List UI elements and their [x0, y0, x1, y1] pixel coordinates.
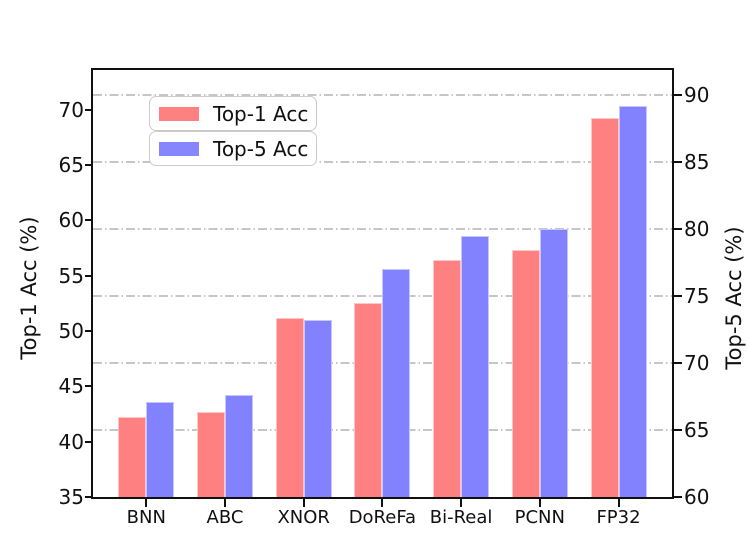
ytick-mark-left-45	[85, 385, 93, 388]
bar-top-5-acc-xnor	[303, 320, 332, 497]
ytick-right-65: 65	[684, 418, 710, 443]
ytick-mark-right-70	[674, 362, 682, 365]
ytick-left-45: 45	[58, 374, 84, 399]
ytick-mark-right-80	[674, 228, 682, 231]
xtick-label-dorefa: DoReFa	[348, 507, 417, 528]
gridline-right-85	[93, 161, 672, 164]
legend-patch-top1	[159, 106, 199, 121]
ytick-right-90: 90	[684, 83, 710, 108]
ytick-left-60: 60	[58, 208, 84, 233]
ytick-mark-left-40	[85, 440, 93, 443]
legend-patch-top5	[159, 141, 199, 156]
ytick-mark-right-75	[674, 295, 682, 298]
xtick-label-bnn: BNN	[126, 507, 166, 528]
xtick-label-bi-real: Bi-Real	[429, 507, 493, 528]
ytick-mark-left-50	[85, 330, 93, 333]
ytick-mark-right-65	[674, 429, 682, 432]
ytick-mark-left-55	[85, 274, 93, 277]
ytick-left-50: 50	[58, 319, 84, 344]
gridline-right-90	[93, 94, 672, 97]
xtick-mark-xnor	[302, 499, 305, 507]
ytick-mark-right-85	[674, 161, 682, 164]
ytick-mark-left-65	[85, 164, 93, 167]
bar-top-1-acc-xnor	[275, 317, 304, 497]
gridline-right-80	[93, 228, 672, 231]
ytick-left-40: 40	[58, 429, 84, 454]
legend-label-top5: Top-5 Acc	[213, 136, 309, 161]
ytick-left-55: 55	[58, 263, 84, 288]
ytick-mark-left-60	[85, 219, 93, 222]
ytick-mark-left-70	[85, 108, 93, 111]
bar-top-1-acc-pcnn	[511, 250, 540, 497]
bar-top-1-acc-bnn	[118, 417, 147, 497]
bar-top-1-acc-dorefa	[354, 303, 383, 497]
ytick-right-60: 60	[684, 485, 710, 509]
ytick-right-85: 85	[684, 150, 710, 175]
xtick-mark-bi-real	[460, 499, 463, 507]
bar-top-1-acc-abc	[197, 411, 225, 497]
bar-top-5-acc-abc	[225, 395, 253, 497]
bar-top-5-acc-dorefa	[382, 269, 411, 497]
bar-top-5-acc-fp32	[618, 106, 647, 497]
xtick-mark-fp32	[617, 499, 620, 507]
bar-top-1-acc-fp32	[590, 117, 619, 497]
ytick-left-70: 70	[58, 97, 84, 122]
ytick-right-75: 75	[684, 284, 710, 309]
ytick-mark-left-35	[85, 496, 93, 498]
xtick-label-pcnn: PCNN	[514, 507, 565, 528]
xtick-mark-abc	[224, 499, 226, 507]
bar-top-5-acc-bi-real	[461, 235, 490, 497]
bar-top-1-acc-bi-real	[433, 260, 462, 497]
plot-area	[91, 68, 674, 499]
legend-top1: Top-1 Acc	[149, 96, 317, 131]
xtick-mark-bnn	[145, 499, 148, 507]
xtick-mark-pcnn	[538, 499, 541, 507]
xtick-mark-dorefa	[381, 499, 384, 507]
ytick-left-65: 65	[58, 153, 84, 178]
bar-top-5-acc-pcnn	[539, 229, 568, 497]
xtick-label-abc: ABC	[206, 507, 244, 528]
ytick-right-80: 80	[684, 217, 710, 242]
legend-top5: Top-5 Acc	[149, 131, 317, 166]
ytick-mark-right-60	[674, 496, 682, 498]
xtick-label-fp32: FP32	[596, 507, 641, 528]
xtick-label-xnor: XNOR	[277, 507, 330, 528]
bar-top-5-acc-bnn	[146, 401, 175, 497]
legend-label-top1: Top-1 Acc	[213, 101, 309, 126]
ytick-right-70: 70	[684, 351, 710, 376]
ytick-left-35: 35	[58, 485, 84, 509]
ytick-mark-right-90	[674, 94, 682, 97]
